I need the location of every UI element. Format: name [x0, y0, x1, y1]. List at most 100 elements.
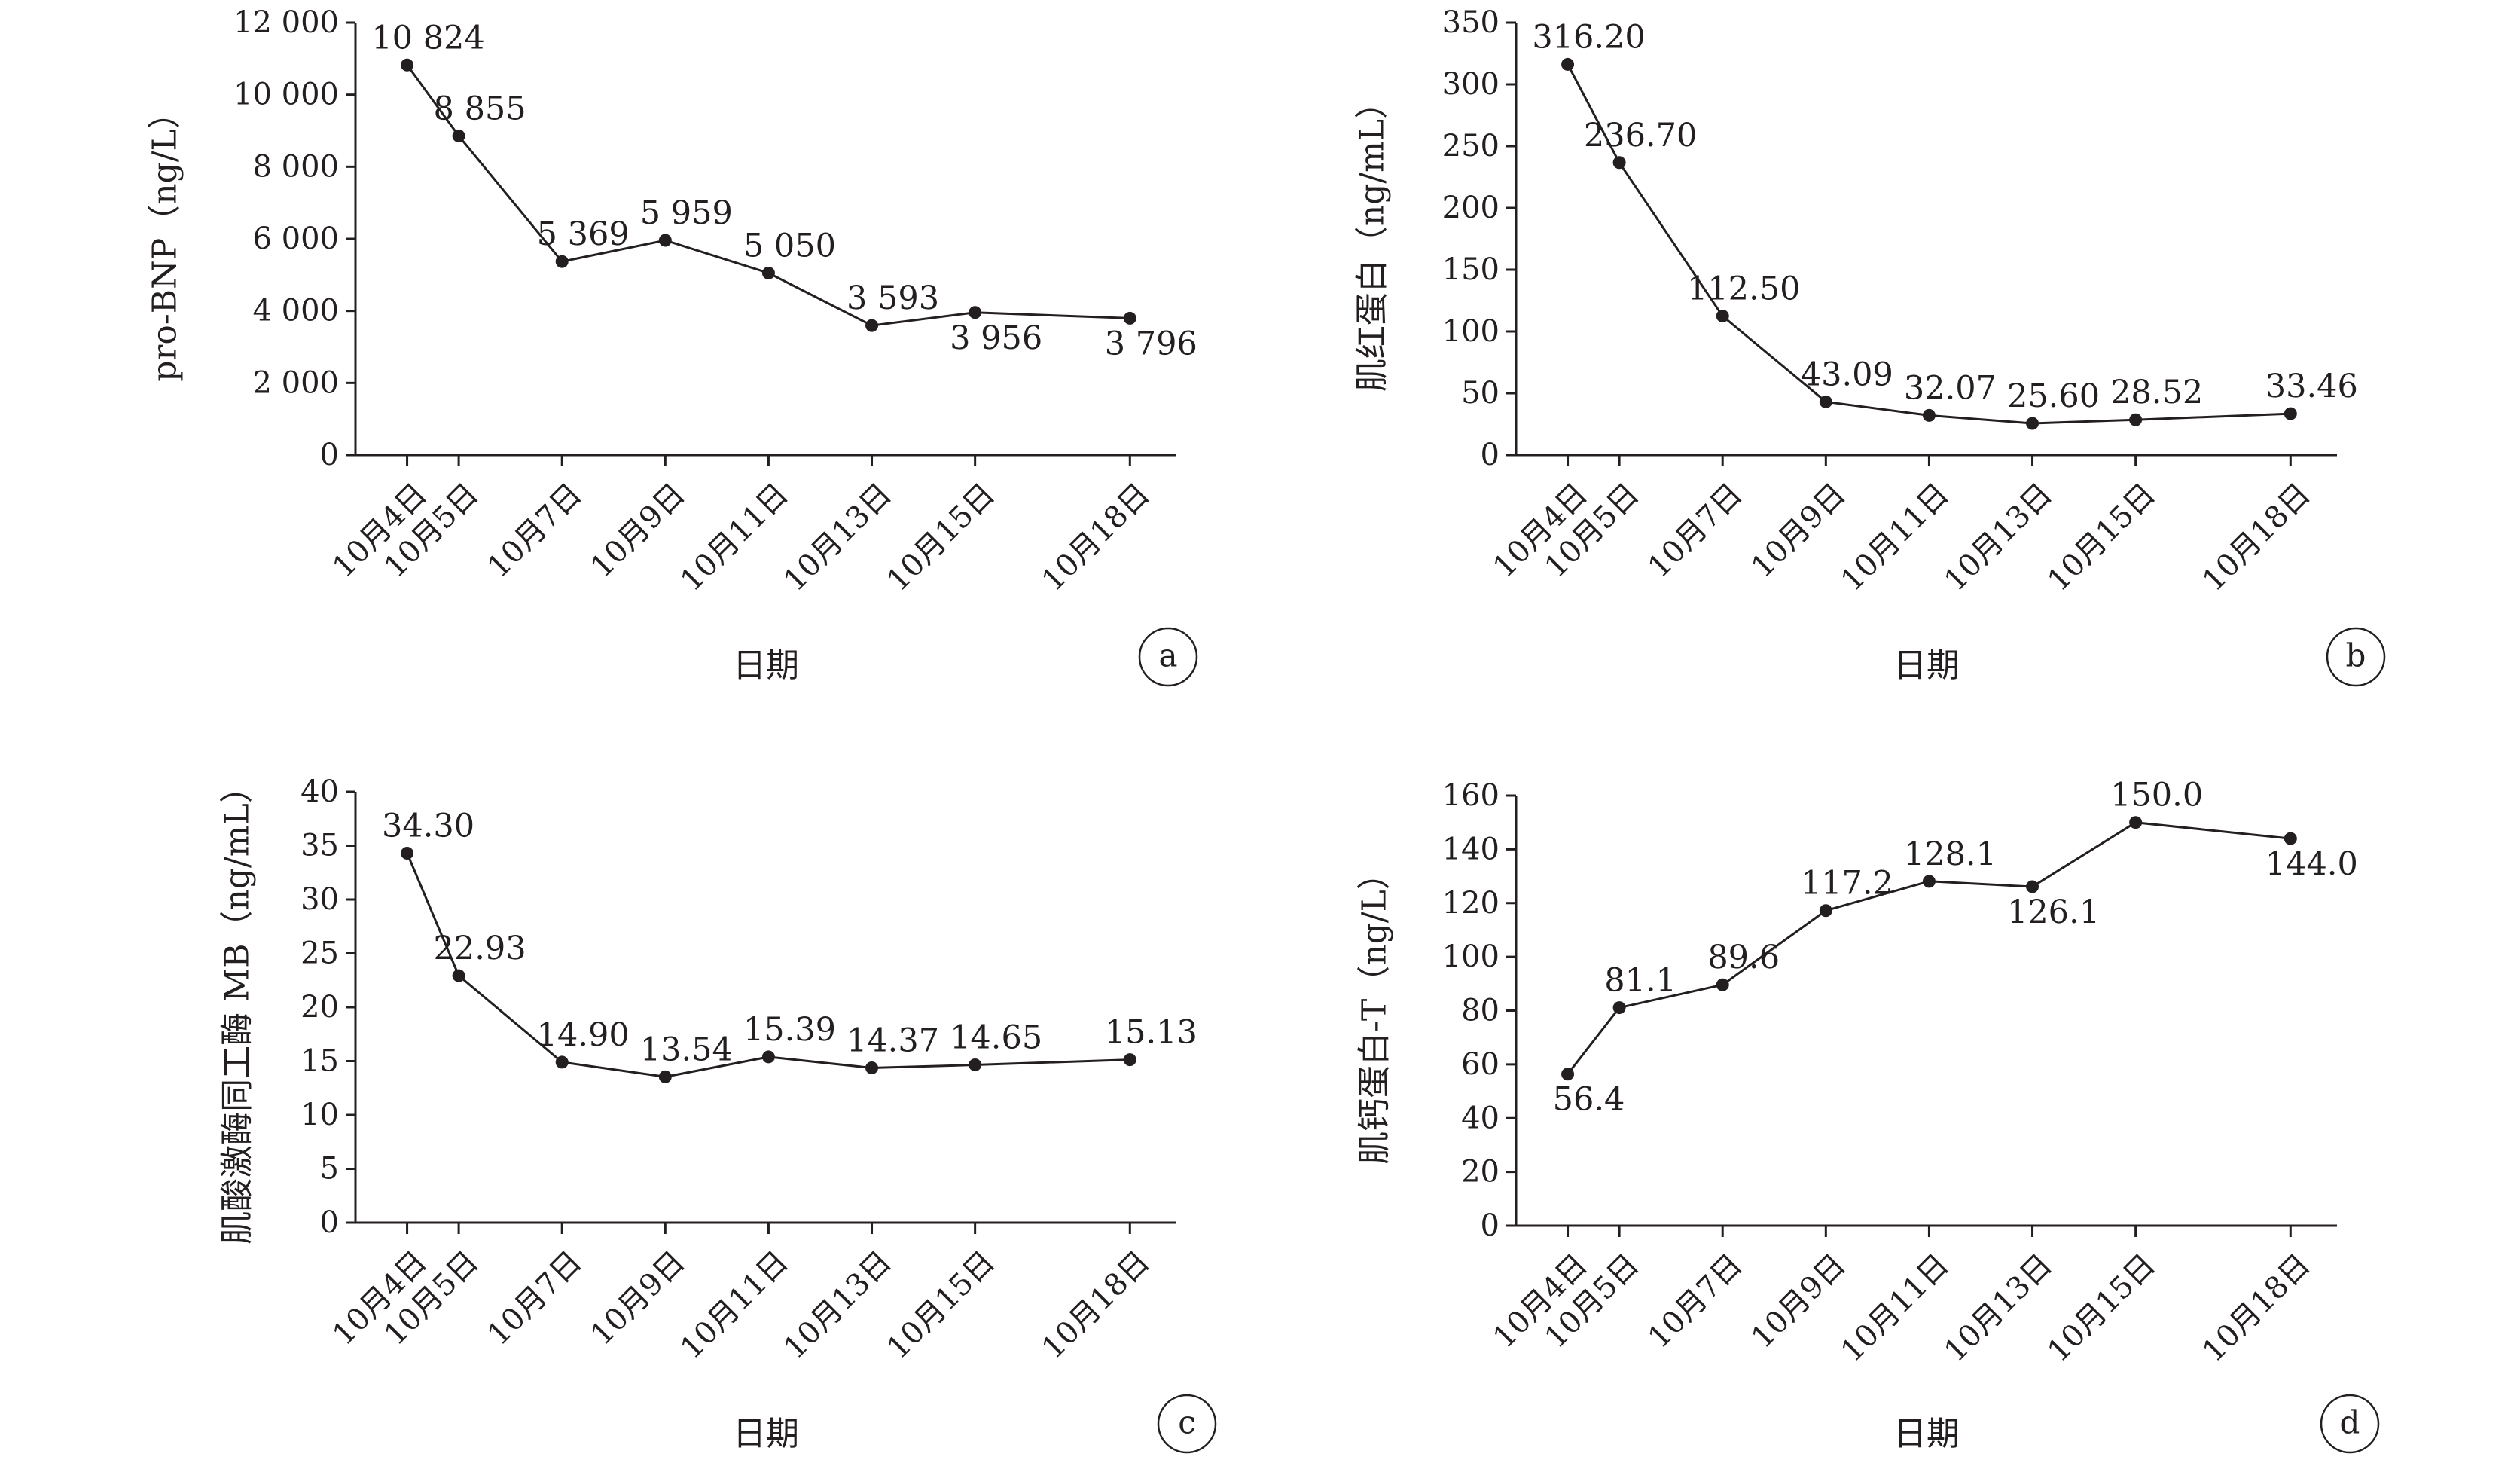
x-tick-label: 10月9日 [1745, 1248, 1853, 1355]
data-point [2284, 407, 2297, 420]
data-point [1922, 408, 1936, 422]
y-tick-label: 140 [1442, 832, 1499, 866]
data-point [865, 1061, 879, 1075]
data-label: 150.0 [2110, 777, 2203, 814]
y-tick-label: 10 [301, 1098, 339, 1132]
y-axis-ticks: 0 50 100 150 200 250 300 350 [1442, 5, 1516, 472]
x-axis-title: 日期 [733, 646, 799, 685]
data-point [658, 1070, 672, 1083]
data-label: 3 593 [847, 279, 939, 317]
panel-label-circle [1157, 1394, 1217, 1454]
data-points [401, 58, 1136, 332]
y-tick-label: 0 [320, 438, 339, 472]
data-label: 43.09 [1801, 356, 1893, 393]
data-point [1123, 1053, 1136, 1067]
data-label: 15.13 [1105, 1014, 1197, 1052]
data-point [2026, 417, 2039, 430]
data-label: 14.65 [950, 1019, 1042, 1057]
data-line [1567, 63, 2291, 425]
x-tick-label: 10月15日 [2041, 1248, 2162, 1369]
x-tick-label: 10月11日 [1835, 1248, 1956, 1369]
data-label: 15.39 [743, 1011, 836, 1049]
x-tick-label: 10月18日 [1036, 477, 1157, 598]
data-label: 81.1 [1604, 962, 1676, 1000]
data-label: 34.30 [382, 808, 474, 845]
x-tick-label: 10月11日 [1835, 477, 1956, 598]
y-tick-label: 2 000 [252, 365, 339, 400]
x-tick-label: 10月11日 [674, 477, 795, 598]
data-points [401, 847, 1136, 1083]
y-axis-title: 肌钙蛋白-T（ng/L） [1356, 857, 1394, 1165]
data-point [1561, 57, 1575, 71]
y-tick-label: 25 [301, 936, 339, 971]
y-tick-label: 160 [1442, 778, 1499, 813]
data-point [1612, 156, 1626, 170]
panel-label: c [1178, 1404, 1196, 1441]
data-label: 144.0 [2265, 845, 2358, 883]
y-tick-label: 50 [1461, 376, 1499, 411]
y-tick-label: 350 [1442, 5, 1499, 40]
y-tick-label: 100 [1442, 314, 1499, 349]
data-label: 25.60 [2007, 377, 2100, 415]
data-line [406, 64, 1130, 327]
x-tick-label: 10月18日 [2196, 477, 2317, 598]
x-tick-label: 10月7日 [481, 1245, 589, 1352]
y-tick-label: 35 [301, 829, 339, 863]
y-tick-label: 0 [1481, 1208, 1499, 1243]
y-tick-label: 250 [1442, 129, 1499, 163]
y-tick-label: 120 [1442, 886, 1499, 921]
data-label: 14.90 [537, 1016, 630, 1054]
data-label: 10 824 [371, 19, 484, 57]
x-tick-label: 10月13日 [777, 1245, 898, 1366]
data-point [555, 255, 569, 268]
data-label: 117.2 [1801, 865, 1893, 903]
y-axis-title: 肌酸激酶同工酶 MB（ng/mL） [218, 770, 257, 1245]
panel-c-ck-mb-chart: 0 5 10 15 20 25 30 35 40 10月4日10月5日10月7日10月9日10月… [218, 770, 1217, 1454]
data-point [2129, 413, 2143, 426]
x-tick-label: 10月15日 [880, 1245, 1002, 1366]
y-axis-ticks: 0 20 40 60 80 100 120 140 160 [1442, 778, 1516, 1243]
x-axis-title: 日期 [733, 1415, 799, 1453]
x-tick-label: 10月13日 [777, 477, 898, 598]
y-tick-label: 300 [1442, 67, 1499, 102]
x-tick-label: 10月7日 [1642, 1248, 1750, 1355]
data-label: 5 050 [743, 227, 836, 264]
panel-label: d [2340, 1404, 2360, 1441]
data-points [1561, 816, 2297, 1081]
x-tick-label: 10月11日 [674, 1245, 795, 1366]
data-point [452, 969, 465, 982]
data-label: 128.1 [1904, 835, 1997, 873]
y-tick-label: 6 000 [252, 221, 339, 256]
y-tick-label: 30 [301, 882, 339, 917]
panel-label-circle [2320, 1394, 2380, 1454]
panel-label-circle [2326, 627, 2386, 687]
panel-a-pro-bnp-chart: 0 2 000 4 000 6 000 8 000 10 000 12 000 10月4日1… [146, 5, 1198, 687]
x-tick-label: 10月9日 [584, 477, 692, 585]
data-label: 3 956 [950, 319, 1042, 357]
y-axis-ticks: 0 5 10 15 20 25 30 35 40 [301, 774, 355, 1240]
data-point [1612, 1001, 1626, 1015]
y-tick-label: 40 [301, 774, 339, 809]
data-label: 236.70 [1584, 117, 1697, 154]
y-tick-label: 100 [1442, 939, 1499, 974]
data-label: 316.20 [1532, 18, 1645, 56]
data-label: 89.6 [1707, 939, 1780, 976]
data-point [969, 1058, 982, 1072]
data-point [969, 306, 982, 319]
data-label: 33.46 [2265, 368, 2358, 405]
x-tick-label: 10月7日 [481, 477, 589, 585]
data-label: 112.50 [1687, 270, 1800, 308]
y-tick-label: 5 [320, 1152, 339, 1187]
y-axis-ticks: 0 2 000 4 000 6 000 8 000 10 000 12 000 [233, 5, 355, 472]
data-point [1819, 395, 1832, 408]
y-tick-label: 4 000 [252, 294, 339, 328]
x-axis-title: 日期 [1893, 646, 1960, 685]
data-label: 5 369 [537, 215, 630, 253]
data-label: 32.07 [1904, 369, 1997, 407]
x-tick-label: 10月15日 [880, 477, 1002, 598]
data-label: 56.4 [1553, 1081, 1625, 1119]
y-tick-label: 40 [1461, 1101, 1499, 1135]
data-point [761, 1050, 775, 1064]
x-tick-label: 10月9日 [1745, 477, 1853, 585]
